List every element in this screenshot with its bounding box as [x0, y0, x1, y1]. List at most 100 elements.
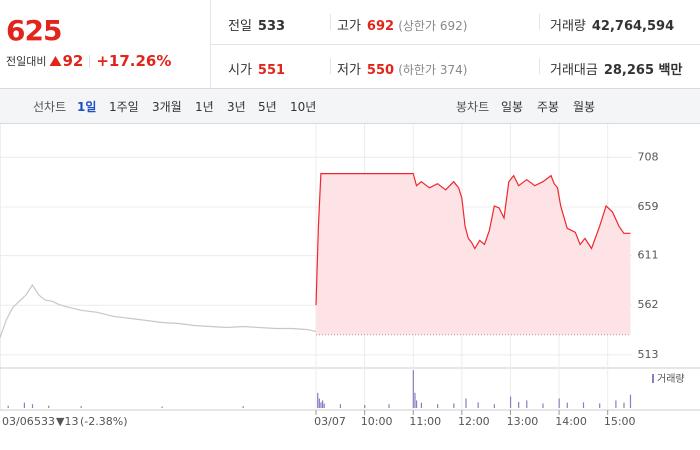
volume-bar [420, 402, 423, 408]
stat: 거래대금 28,265 백만 [550, 59, 682, 78]
volume-bar [599, 403, 601, 408]
y-tick-label: 708 [638, 150, 659, 163]
area [316, 173, 631, 335]
stat-label: 거래대금 [550, 63, 598, 78]
volume-bar [48, 405, 50, 408]
volume-bar [629, 394, 632, 408]
x-tick-label: 03/07 [314, 415, 346, 428]
volume-bar [558, 398, 560, 408]
y-tick-label: 611 [638, 249, 659, 262]
footer-pct: (-2.38%) [80, 415, 128, 428]
tab[interactable]: 1일 [77, 100, 97, 114]
tab[interactable]: 3개월 [152, 100, 182, 114]
volume-bar [242, 406, 244, 408]
stat: 거래량 42,764,594 [550, 15, 674, 34]
legend-label: 거래량 [657, 373, 685, 385]
up-icon [49, 56, 62, 66]
volume-bar [31, 404, 34, 408]
volume-bar [542, 403, 544, 408]
stat: 저가 550 (하한가 374) [337, 59, 467, 78]
change-label: 전일대비 [6, 55, 47, 68]
y-tick-label: 659 [638, 200, 659, 213]
stat-value: 28,265 백만 [603, 63, 683, 78]
stat-label: 시가 [228, 63, 252, 78]
volume-bar [80, 406, 82, 408]
x-tick-label: 15:00 [604, 415, 636, 428]
stat-label: 저가 [337, 63, 361, 78]
volume-bar [161, 406, 163, 408]
volume-bar [566, 402, 568, 408]
stat-value: 42,764,594 [591, 19, 675, 34]
volume-bar [465, 398, 467, 408]
y-tick-label: 513 [638, 348, 659, 361]
tab[interactable]: 5년 [258, 100, 277, 114]
volume-bar [415, 400, 418, 408]
stat-value: 550 [366, 63, 395, 78]
price-line [315, 173, 631, 306]
tab[interactable]: 주봉 [537, 100, 560, 114]
tab: 봉차트 [456, 100, 490, 114]
separator [89, 54, 91, 68]
tab[interactable]: 10년 [290, 100, 317, 114]
x-tick-label: 12:00 [458, 415, 490, 428]
stat: 시가 551 [228, 59, 285, 78]
x-tick-label: 11:00 [409, 415, 441, 428]
chart: 513 562 611 659 708 03/07 10:00 11:00 12:00 13:00… [0, 124, 700, 428]
change-pct: +17.26% [96, 52, 172, 70]
period-tabs: 선차트 1일 1주일 3개월 1년 3년 5년 10년 봉차트 일봉 주봉 월봉 [0, 89, 700, 124]
separator [330, 58, 331, 74]
tab[interactable]: 1주일 [109, 100, 139, 114]
price-line [0, 283, 317, 338]
y-tick-label: 562 [638, 298, 659, 311]
stat-note: (상한가 692) [398, 19, 468, 33]
stat: 고가 692 (상한가 692) [337, 15, 467, 34]
change-row: 전일대비 92 +17.26% [6, 52, 171, 70]
volume-bar [526, 400, 528, 408]
x-tick-label: 10:00 [361, 415, 393, 428]
volume-bar [453, 403, 455, 408]
tab[interactable]: 월봉 [573, 100, 596, 114]
x-tick-label: 13:00 [507, 415, 539, 428]
change: 92 [62, 52, 84, 70]
footer-date: 03/06 [2, 415, 34, 428]
tab[interactable]: 3년 [227, 100, 246, 114]
legend-swatch [652, 374, 654, 383]
separator [539, 14, 540, 30]
tab: 선차트 [33, 100, 67, 114]
volume-bar [317, 392, 319, 408]
volume-bar [623, 402, 625, 408]
volume-bar [582, 402, 585, 408]
price-box: 625 전일대비 92 +17.26% [0, 0, 211, 88]
tab[interactable]: 1년 [195, 100, 214, 114]
volume-bar [477, 402, 479, 408]
footer-close: 533 [34, 415, 55, 428]
volume-bar [23, 402, 26, 408]
stat: 전일 533 [228, 15, 285, 34]
stat-value: 533 [257, 19, 286, 34]
stat-label: 고가 [337, 19, 361, 34]
separator [330, 14, 331, 30]
volume-bar [321, 400, 324, 408]
stat-value: 692 [366, 19, 395, 34]
stat-note: (하한가 374) [398, 63, 468, 77]
stat-label: 거래량 [550, 19, 586, 34]
volume-bar [318, 398, 320, 408]
volume-bar [615, 400, 617, 408]
x-tick-label: 14:00 [555, 415, 587, 428]
separator [539, 58, 540, 74]
volume-bar [364, 404, 366, 408]
volume-bar [7, 405, 9, 408]
volume-bar [509, 396, 512, 408]
quote-header: 625 전일대비 92 +17.26% 전일 533 고가 692 (상한가 692… [0, 0, 700, 89]
stat-value: 551 [257, 63, 286, 78]
volume-bar [518, 401, 520, 408]
tab[interactable]: 일봉 [501, 100, 524, 114]
stats-row: 시가 551 저가 550 (하한가 374) 거래대금 28,265 백만 [211, 44, 700, 88]
stat-label: 전일 [228, 19, 252, 34]
price: 625 [6, 14, 62, 47]
volume-bar [320, 402, 322, 408]
volume-bar [412, 370, 414, 408]
volume-bar [339, 404, 342, 408]
volume-bar [323, 403, 325, 408]
